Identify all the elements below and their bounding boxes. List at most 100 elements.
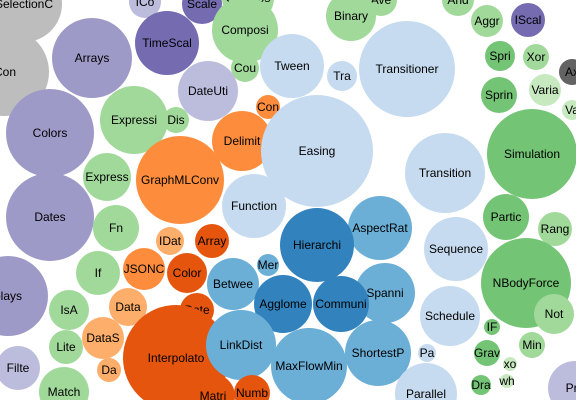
bubble-node[interactable]: Expressi <box>100 86 168 154</box>
bubble-node[interactable]: Composi <box>212 0 278 63</box>
bubble-node[interactable]: Data <box>109 288 147 326</box>
bubble-node[interactable]: Ax <box>559 59 576 85</box>
bubble-node[interactable]: IF <box>484 319 500 335</box>
bubble-node[interactable]: Scale <box>182 0 222 24</box>
bubble-node[interactable]: Simulation <box>487 109 576 199</box>
bubble-node[interactable]: plays <box>0 256 48 336</box>
bubble-node[interactable]: IDat <box>156 227 184 255</box>
bubble-node[interactable]: LinkDist <box>206 310 276 380</box>
bubble-node[interactable]: Delimit <box>212 111 272 171</box>
bubble-node[interactable]: GraphMLConv <box>136 136 224 224</box>
bubble-node[interactable]: Express <box>83 153 131 201</box>
bubble-label: Binary <box>334 9 368 23</box>
bubble-circle <box>523 44 549 70</box>
bubble-node[interactable]: Cou <box>231 54 259 82</box>
bubble-node[interactable]: Mer <box>257 254 279 276</box>
bubble-node[interactable]: Va <box>562 100 576 120</box>
bubble-node[interactable]: Transitioner <box>359 21 455 117</box>
bubble-node[interactable]: Filte <box>0 346 40 390</box>
bubble-node[interactable]: Hierarchi <box>280 208 354 282</box>
bubble-node[interactable]: Tween <box>260 34 324 98</box>
bubble-node[interactable]: Fn <box>93 205 139 251</box>
bubble-node[interactable]: TimeScal <box>135 11 199 75</box>
bubble-node[interactable]: Match <box>39 367 89 400</box>
bubble-label: Agglome <box>259 297 307 311</box>
bubble-node[interactable]: Schedule <box>420 286 480 346</box>
bubble-node[interactable]: Function <box>222 174 286 238</box>
bubble-node[interactable]: If <box>76 251 120 295</box>
bubble-node[interactable]: Aggr <box>471 5 503 37</box>
bubble-node[interactable]: Numb <box>234 375 270 400</box>
bubble-circle <box>76 251 120 295</box>
bubble-circle <box>136 136 224 224</box>
bubble-node[interactable]: Tra <box>327 61 357 91</box>
bubble-label: Sequence <box>429 242 483 256</box>
bubble-label: DateUti <box>188 84 228 98</box>
bubble-node[interactable]: Rang <box>538 212 572 246</box>
bubble-circle <box>345 320 411 386</box>
bubble-node[interactable]: Spanni <box>355 263 415 323</box>
bubble-circle <box>49 330 83 364</box>
bubble-node[interactable]: Dates <box>6 173 94 261</box>
bubble-node[interactable]: Sprin <box>481 77 517 113</box>
bubble-circle <box>271 328 347 400</box>
bubble-node[interactable]: Arrays <box>52 18 132 98</box>
bubble-circle <box>519 332 545 358</box>
bubble-node[interactable]: ShortestP <box>345 320 411 386</box>
bubble-node[interactable]: IScal <box>511 3 545 37</box>
bubble-circle <box>222 174 286 238</box>
bubble-node[interactable]: IsA <box>49 290 89 330</box>
bubble-label: Grav <box>474 346 500 360</box>
bubble-node[interactable]: Dis <box>163 107 189 133</box>
bubble-node[interactable]: Xor <box>523 44 549 70</box>
bubble-label: AspectRat <box>352 221 408 235</box>
bubble-node[interactable]: Varia <box>529 74 561 106</box>
bubble-circle <box>326 0 376 41</box>
bubble-node[interactable]: Pro <box>548 361 576 400</box>
bubble-node[interactable]: xo <box>503 357 517 371</box>
bubble-circle <box>424 217 488 281</box>
bubble-node[interactable]: Matri <box>191 374 235 400</box>
bubble-node[interactable]: Color <box>167 253 207 293</box>
bubble-node[interactable]: Betwee <box>207 258 259 310</box>
bubble-node[interactable]: Partic <box>483 194 529 240</box>
bubble-node[interactable]: Pa <box>418 344 436 362</box>
bubble-node[interactable]: Spri <box>485 41 515 71</box>
bubble-node[interactable]: Con <box>256 95 280 119</box>
bubble-circle <box>82 317 124 359</box>
bubble-node[interactable]: MaxFlowMin <box>271 328 347 400</box>
bubble-node[interactable]: Interpolato <box>123 305 229 400</box>
bubble-node[interactable]: Array <box>195 224 229 258</box>
bubble-node[interactable]: Agglome <box>254 275 312 333</box>
bubble-node[interactable]: Parallel <box>395 363 457 400</box>
bubble-node[interactable]: DateUti <box>178 61 238 121</box>
bubble-node[interactable]: Lite <box>49 330 83 364</box>
bubble-node[interactable]: Communi <box>313 276 369 332</box>
bubble-node[interactable]: Dra <box>471 375 491 395</box>
bubble-label: Simulation <box>504 147 560 161</box>
bubble-node[interactable]: Not <box>534 294 574 334</box>
bubble-circle <box>355 263 415 323</box>
bubble-node[interactable]: AspectRat <box>348 196 412 260</box>
bubble-node[interactable]: Min <box>519 332 545 358</box>
bubble-node[interactable]: wh <box>498 374 515 388</box>
bubble-circle <box>529 74 561 106</box>
bubble-node[interactable]: ICo <box>129 0 161 18</box>
bubble-label: Colors <box>33 126 68 140</box>
bubble-node[interactable]: DataS <box>82 317 124 359</box>
bubble-node[interactable]: Sequence <box>424 217 488 281</box>
bubble-node[interactable]: Grav <box>474 340 500 366</box>
bubble-label: If <box>95 266 102 280</box>
bubble-node[interactable]: Transition <box>405 133 485 213</box>
bubble-node[interactable]: Colors <box>6 89 94 177</box>
bubble-circle <box>100 86 168 154</box>
bubble-circle <box>156 227 184 255</box>
bubble-label: ShortestP <box>352 346 405 360</box>
bubble-node[interactable]: JSONC <box>123 248 165 290</box>
bubble-node[interactable]: And <box>442 0 474 16</box>
bubble-circle <box>257 254 279 276</box>
bubble-node[interactable]: Da <box>97 358 121 382</box>
bubble-label: Xor <box>527 50 546 64</box>
bubble-node[interactable]: Easing <box>261 95 373 207</box>
bubble-node[interactable]: Binary <box>326 0 376 41</box>
